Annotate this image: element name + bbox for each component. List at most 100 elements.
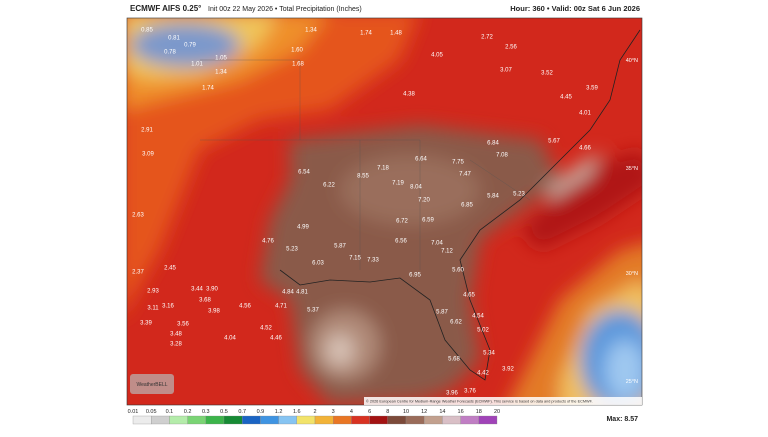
map-value: 3.44: [191, 287, 203, 293]
map-labels: 0.85 0.81 0.79 0.78 1.05 1.01 1.34 1.74 1.60 1.68…: [132, 28, 638, 397]
map-value: 5.23: [286, 247, 298, 253]
colorbar-label: 16: [458, 409, 464, 415]
map-value: 0.81: [168, 36, 180, 42]
colorbar-swatch: [478, 415, 498, 425]
map-value: 6.03: [312, 261, 324, 267]
colorbar-label: 2: [313, 409, 316, 415]
map-value: 6.22: [323, 183, 335, 189]
map-value: 4.76: [262, 239, 274, 245]
map-value: 6.59: [422, 218, 434, 224]
map-value: 5.60: [452, 268, 464, 274]
colorbar-label: 14: [439, 409, 445, 415]
map-value: 5.23: [513, 192, 525, 198]
map-value: 1.01: [191, 62, 203, 68]
map-value: 5.67: [548, 139, 560, 145]
map-value: 2.63: [132, 213, 144, 219]
max-label: Max: 8.57: [606, 416, 638, 423]
map-value: 4.66: [579, 146, 591, 152]
colorbar-swatch: [151, 415, 170, 425]
map-value: 7.15: [349, 256, 361, 262]
map-value: 1.34: [215, 70, 227, 76]
colorbar-label: 3: [332, 409, 335, 415]
latitude-label: 40°N: [626, 58, 638, 64]
map-value: 4.56: [239, 304, 251, 310]
colorbar-label: 1.2: [275, 409, 283, 415]
title: ECMWF AIFS 0.25°: [130, 4, 201, 13]
map-value: 6.54: [298, 170, 310, 176]
latitude-label: 25°N: [626, 379, 638, 385]
colorbar-swatch: [351, 415, 370, 425]
map-value: 1.74: [360, 31, 372, 37]
map-value: 3.98: [208, 309, 220, 315]
map-value: 7.18: [377, 166, 389, 172]
map-value: 8.55: [357, 174, 369, 180]
colorbar-label: 0.7: [238, 409, 246, 415]
map-value: 1.68: [292, 62, 304, 68]
map-value: 4.04: [224, 336, 236, 342]
map-value: 1.05: [215, 56, 227, 62]
colorbar-swatch: [132, 415, 152, 425]
map-value: 4.52: [260, 326, 272, 332]
map-value: 4.38: [403, 92, 415, 98]
map-value: 2.93: [147, 289, 159, 295]
map-value: 3.52: [541, 71, 553, 77]
colorbar-label: 0.05: [146, 409, 157, 415]
map-value: 4.65: [463, 293, 475, 299]
latitude-label: 35°N: [626, 166, 638, 172]
map-value: 5.34: [483, 351, 495, 357]
map-value: 0.78: [164, 50, 176, 56]
colorbar-label: 12: [421, 409, 427, 415]
map-value: 7.47: [459, 172, 471, 178]
map-value: 3.39: [140, 321, 152, 327]
map-value: 7.75: [452, 160, 464, 166]
map-value: 1.60: [291, 48, 303, 54]
map-value: 6.56: [395, 239, 407, 245]
map-value: 2.56: [505, 45, 517, 51]
logo: WeatherBELL: [136, 382, 167, 388]
map-value: 3.96: [446, 391, 458, 397]
colorbar-label: 0.3: [202, 409, 210, 415]
map-value: 4.99: [297, 225, 309, 231]
colorbar-swatch: [369, 415, 388, 425]
map-value: 3.92: [502, 367, 514, 373]
colorbar-label: 4: [350, 409, 353, 415]
precip-field: [127, 18, 642, 405]
colorbar-swatch: [405, 415, 425, 425]
colorbar-label: 0.5: [220, 409, 228, 415]
latitude-label: 30°N: [626, 271, 638, 277]
colorbar-label: 1.6: [293, 409, 301, 415]
colorbar-label: 20: [494, 409, 500, 415]
map-value: 6.72: [396, 219, 408, 225]
map-value: 8.04: [410, 185, 422, 191]
colorbar-label: 0.1: [166, 409, 174, 415]
map-value: 7.19: [392, 181, 404, 187]
colorbar-label: 6: [368, 409, 371, 415]
map-value: 6.62: [450, 320, 462, 326]
map-value: 3.90: [206, 287, 218, 293]
map-value: 0.85: [141, 28, 153, 34]
colorbar-swatch: [424, 415, 443, 425]
map-value: 5.87: [436, 310, 448, 316]
map-value: 1.34: [305, 28, 317, 34]
colorbar-label: 0.01: [128, 409, 139, 415]
colorbar-label: 0.2: [184, 409, 192, 415]
map-value: 5.87: [334, 244, 346, 250]
map-value: 3.76: [464, 389, 476, 395]
map-value: 5.37: [307, 308, 319, 314]
map-value: 4.05: [431, 53, 443, 59]
map-value: 0.79: [184, 43, 196, 49]
colorbar-label: 10: [403, 409, 409, 415]
map-value: 4.42: [477, 371, 489, 377]
map-value: 6.64: [415, 157, 427, 163]
map-value: 3.09: [142, 152, 154, 158]
colorbar-label: 8: [386, 409, 389, 415]
map-value: 3.07: [500, 68, 512, 74]
map-value: 1.48: [390, 31, 402, 37]
map-value: 4.54: [472, 314, 484, 320]
map-value: 7.33: [367, 258, 379, 264]
map-value: 4.81: [296, 290, 308, 296]
map-value: 3.59: [586, 86, 598, 92]
map-value: 4.84: [282, 290, 294, 296]
colorbar-swatch: [387, 415, 407, 425]
